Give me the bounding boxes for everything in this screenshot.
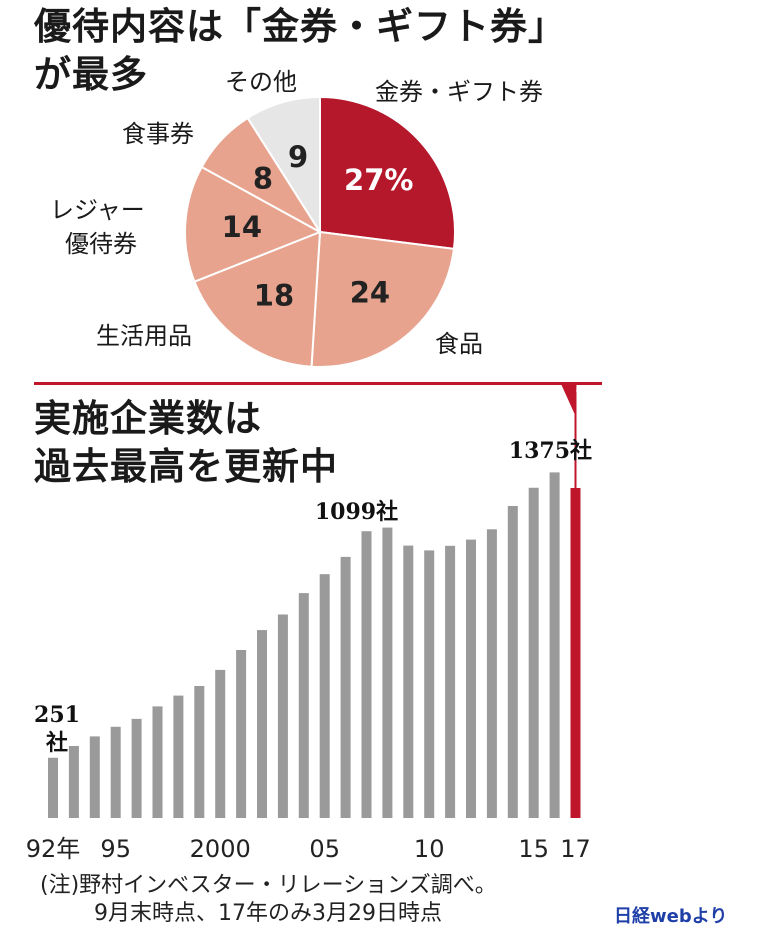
bar-07	[361, 531, 372, 818]
pie-title-line1: 優待内容は「金券・ギフト券」	[34, 5, 566, 48]
pie-slice-1	[310, 230, 456, 368]
bar-08	[382, 527, 393, 818]
pie-slice-3	[184, 165, 323, 283]
bar-94	[89, 736, 100, 818]
x-tick-label: 15	[518, 835, 549, 863]
pie-value-label-2: 18	[254, 278, 294, 312]
bar-03	[277, 614, 288, 818]
footnote-line1: (注)野村インベスター・リレーションズ調べ。	[40, 873, 497, 898]
pie-value-label-4: 8	[253, 161, 273, 195]
first-bar-unit-label: 社	[46, 730, 68, 756]
pie-value-label-5: 9	[288, 140, 308, 174]
bar-02	[257, 630, 267, 818]
pie-label-meal: 食事券	[122, 120, 194, 148]
footnote-line2: 9月末時点、17年のみ3月29日時点	[94, 901, 442, 926]
bar-title-line2: 過去最高を更新中	[34, 445, 338, 488]
bar-13	[486, 529, 497, 818]
mid-bar-value-label: 1099社	[315, 499, 398, 525]
bar-97	[152, 706, 163, 818]
x-tick-label: 10	[414, 835, 445, 863]
pie-value-label-0: 27%	[344, 163, 413, 197]
pie-slice-2	[193, 230, 322, 368]
pie-label-leisure-1: レジャー	[50, 196, 145, 224]
bar-16	[549, 472, 560, 818]
pie-value-label-3: 14	[222, 210, 262, 244]
x-tick-label: 05	[309, 835, 340, 863]
bar-09	[403, 545, 414, 818]
pie-title-line2: が最多	[34, 53, 148, 96]
bar-2000	[215, 669, 226, 818]
bar-95	[110, 726, 121, 818]
bar-04	[298, 593, 309, 818]
bar-14	[507, 506, 518, 818]
pie-label-gift: 金券・ギフト券	[375, 78, 543, 106]
pie-slice-0	[319, 95, 456, 251]
bar-17	[570, 488, 581, 818]
bar-12	[466, 539, 476, 818]
x-tick-label: 95	[100, 835, 131, 863]
bar-96	[131, 718, 142, 818]
bar-92	[48, 757, 58, 818]
bar-11	[445, 545, 456, 818]
bar-title-line1: 実施企業数は	[34, 397, 262, 440]
bar-98	[173, 695, 184, 818]
x-tick-label: 17	[560, 835, 591, 863]
pie-label-daily: 生活用品	[96, 322, 192, 350]
pie-slice-5	[246, 95, 321, 236]
x-tick-label: 92年	[26, 835, 81, 863]
pie-value-label-1: 24	[350, 275, 390, 309]
pie-label-leisure-2: 優待券	[65, 230, 137, 258]
source-credit: 日経webより	[614, 906, 728, 927]
bar-99	[194, 686, 205, 818]
first-bar-value-label: 251	[34, 702, 80, 728]
x-tick-label: 2000	[190, 835, 251, 863]
pie-label-other: その他	[225, 68, 297, 96]
bar-06	[340, 556, 351, 818]
bar-93	[68, 746, 79, 818]
bar-01	[236, 650, 247, 818]
bar-15	[528, 487, 539, 818]
highlight-pointer	[561, 385, 577, 416]
bar-10	[424, 550, 435, 818]
bar-05	[319, 574, 330, 818]
pie-label-food: 食品	[435, 330, 483, 358]
section-divider	[34, 382, 602, 385]
last-bar-value-label: 1375社	[509, 438, 592, 464]
